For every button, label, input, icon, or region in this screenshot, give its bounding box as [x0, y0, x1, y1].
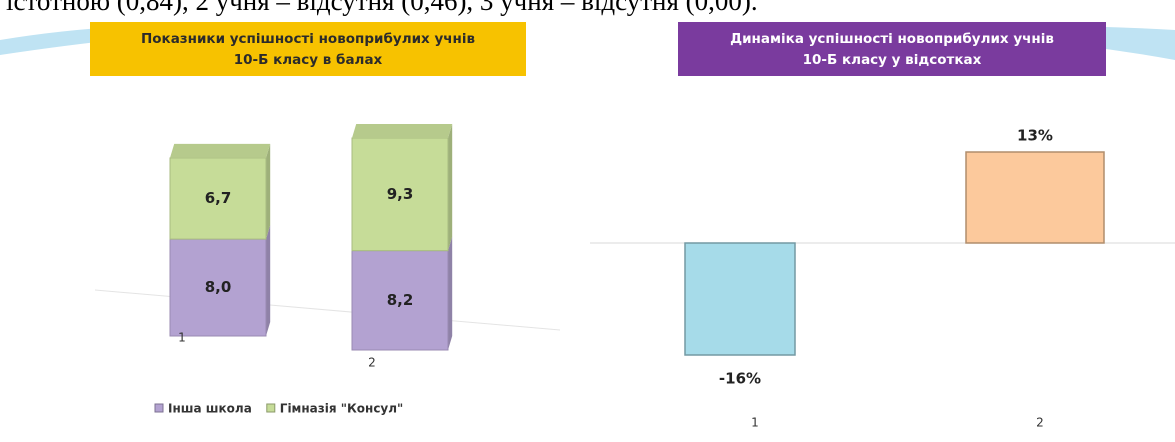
- chart-title: Динаміка успішності новоприбулих учнів 10…: [730, 31, 1054, 68]
- decor-swoosh: [0, 24, 330, 55]
- x-tick-label: 1: [178, 331, 186, 345]
- legend-label: Інша школа: [168, 402, 252, 416]
- bar-segment: [351, 137, 449, 252]
- value-label: 8,0: [205, 278, 232, 296]
- x-tick-label: 1: [751, 416, 759, 430]
- x-tick-label: 2: [368, 356, 376, 370]
- bar-segment: [169, 238, 267, 337]
- legend-label: Гімназія "Консул": [280, 402, 404, 416]
- bar-top: [352, 124, 453, 138]
- value-label: -16%: [719, 370, 761, 388]
- floor-line: [94, 289, 561, 331]
- value-label: 13%: [1017, 127, 1053, 145]
- bar-side: [266, 225, 271, 336]
- legend-swatch: [154, 403, 164, 413]
- title-box: [90, 22, 526, 76]
- header-text: істотною (0,84), 2 учня – відсутня (0,46…: [6, 0, 758, 16]
- x-tick-label: 2: [1036, 416, 1044, 430]
- value-label: 8,2: [387, 291, 414, 309]
- chart-title: Показники успішності новоприбулих учнів 1…: [141, 31, 475, 68]
- bar-side: [448, 124, 453, 251]
- bar-side: [448, 236, 453, 350]
- title-box: [678, 22, 1106, 76]
- bar-top: [170, 143, 271, 158]
- bar: [684, 242, 796, 356]
- value-label: 6,7: [205, 189, 232, 207]
- bar-side: [266, 143, 271, 240]
- bar: [965, 151, 1105, 244]
- value-label: 9,3: [387, 185, 414, 203]
- legend-swatch: [266, 403, 276, 413]
- bar-segment: [351, 250, 449, 351]
